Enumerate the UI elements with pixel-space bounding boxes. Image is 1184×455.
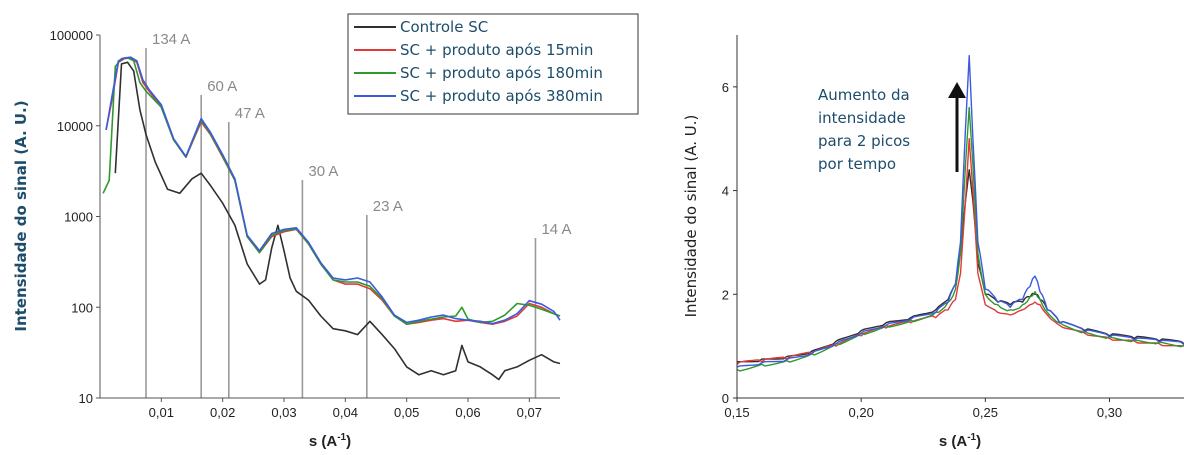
left-y-tick-label-0: 10 (79, 391, 93, 406)
legend-label-2: SC + produto após 180min (400, 64, 603, 82)
right-series-line-2 (736, 106, 1184, 372)
left-x-tick-label-2: 0,03 (271, 405, 296, 420)
left-series (102, 56, 561, 381)
legend-label-1: SC + produto após 15min (400, 41, 593, 59)
right-x-axis-label: s (A-1) (939, 432, 981, 450)
right-annotation: Aumento da intensidade para 2 picos por … (818, 82, 966, 173)
legend-entry-1: SC + produto após 15min (354, 41, 593, 59)
left-y-tick-label-1: 100 (71, 300, 93, 315)
right-y-tick-label-2: 4 (722, 184, 729, 199)
left-legend: Controle SC SC + produto após 15min SC +… (347, 13, 639, 115)
annotation-line-1: intensidade (818, 109, 906, 127)
legend-entry-0: Controle SC (354, 18, 488, 36)
left-y-tick-label-3: 10000 (57, 119, 93, 134)
reference-label-2: 47 A (235, 105, 265, 122)
annotation-line-0: Aumento da (818, 86, 910, 104)
left-x-tick-label-5: 0,06 (455, 405, 480, 420)
reference-label-3: 30 A (308, 163, 338, 180)
left-x-tick-label-1: 0,02 (210, 405, 235, 420)
left-series-line-2 (102, 57, 561, 326)
right-y-tick-label-3: 6 (722, 80, 729, 95)
right-y-axis-label: Intensidade do sinal (A. U.) (682, 115, 700, 318)
right-x-tick-label-3: 0,30 (1097, 405, 1122, 420)
left-series-line-0 (114, 61, 561, 381)
reference-label-4: 23 A (373, 198, 403, 215)
left-x-tick-label-3: 0,04 (333, 405, 358, 420)
right-x-tick-label-1: 0,20 (849, 405, 874, 420)
right-ticks: 0,15 0,20 0,25 0,30 0 2 4 6 (722, 80, 1122, 420)
right-x-tick-label-2: 0,25 (973, 405, 998, 420)
right-y-tick-label-1: 2 (722, 287, 729, 302)
left-y-tick-label-4: 100000 (50, 28, 93, 43)
left-legend-box (347, 13, 639, 115)
left-x-axis-label: s (A-1) (309, 432, 351, 450)
reference-label-1: 60 A (207, 78, 237, 95)
right-series-line-3 (736, 55, 1184, 368)
left-y-tick-label-2: 1000 (64, 210, 93, 225)
annotation-arrow-head (948, 82, 966, 98)
reference-label-0: 134 A (152, 31, 190, 48)
right-y-tick-label-0: 0 (722, 391, 729, 406)
left-series-line-3 (105, 56, 561, 325)
legend-label-0: Controle SC (400, 18, 488, 36)
left-x-tick-label-4: 0,05 (394, 405, 419, 420)
legend-entry-3: SC + produto após 380min (354, 87, 603, 105)
annotation-line-3: por tempo (818, 155, 896, 173)
right-x-tick-label-0: 0,15 (724, 405, 749, 420)
right-chart: 0,15 0,20 0,25 0,30 0 2 4 6 Intensidade do sina… (682, 35, 1184, 450)
left-y-axis-label: Intensidade do sinal (A. U.) (12, 100, 30, 331)
left-x-tick-label-0: 0,01 (149, 405, 174, 420)
left-chart: 134 A60 A47 A30 A23 A14 A 0,01 0,02 0,03 0,… (12, 13, 639, 450)
left-x-tick-label-6: 0,07 (517, 405, 542, 420)
right-series (736, 55, 1184, 372)
legend-label-3: SC + produto após 380min (400, 87, 603, 105)
reference-label-5: 14 A (541, 221, 571, 238)
annotation-line-2: para 2 picos (818, 132, 910, 150)
legend-entry-2: SC + produto após 180min (354, 64, 603, 82)
left-ticks: 0,01 0,02 0,03 0,04 0,05 0,06 0,07 10 100 1000 100… (50, 28, 542, 420)
